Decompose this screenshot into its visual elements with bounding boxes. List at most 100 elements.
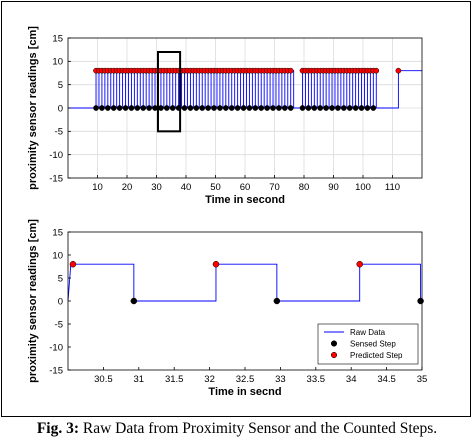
chart1-sensed-step-point: [335, 105, 341, 111]
chart1-sensed-step-point: [264, 105, 270, 111]
chart2-y-tick-label: -10: [49, 342, 63, 353]
chart2-sensed-step-point: [130, 297, 138, 305]
chart2-y-tick-label: -5: [55, 319, 63, 330]
chart2-y-tick-label: 15: [52, 227, 63, 238]
chart2-y-tick-label: 5: [58, 273, 63, 284]
chart1-sensed-step-point: [276, 105, 282, 111]
chart1-x-tick-label: 110: [385, 182, 400, 193]
chart1-sensed-step-point: [99, 105, 105, 111]
chart1-sensed-step-point: [93, 105, 99, 111]
chart1-predicted-step-point: [373, 67, 380, 74]
chart1-sensed-step-point: [252, 105, 259, 111]
chart1-x-tick-label: 10: [92, 182, 103, 193]
chart1-y-tick-label: 5: [58, 80, 63, 91]
chart2-x-tick-label: 32: [204, 374, 215, 385]
chart1-sensed-step-point: [352, 105, 359, 111]
chart1-sensed-step-point: [152, 105, 158, 111]
chart1-sensed-step-point: [370, 105, 377, 111]
chart1-y-tick-label: 10: [52, 57, 63, 68]
chart1-y-tick-label: -10: [49, 150, 63, 161]
caption-text: Raw Data from Proximity Sensor and the C…: [79, 420, 438, 437]
chart2-x-tick-label: 31.5: [165, 374, 184, 385]
chart2-predicted-step-point: [69, 260, 77, 268]
chart1-sensed-step-point: [329, 105, 335, 111]
chart2-legend-marker-swatch: [330, 340, 338, 347]
chart1-sensed-step-point: [358, 105, 365, 111]
chart2-y-tick-label: -15: [49, 365, 63, 376]
chart2-predicted-step-point: [356, 260, 363, 268]
chart1-sensed-step-point: [122, 105, 129, 111]
chart1-x-tick-label: 90: [328, 182, 339, 193]
chart1-sensed-step-point: [146, 105, 152, 111]
chart1-sensed-step-point: [211, 105, 217, 111]
chart1-sensed-step-point: [116, 105, 123, 111]
chart1-x-tick-label: 30: [151, 182, 162, 193]
chart2-legend-entry: Predicted Step: [350, 351, 403, 360]
chart1-sensed-step-point: [228, 105, 235, 111]
figure-caption: Fig. 3: Raw Data from Proximity Sensor a…: [0, 420, 474, 438]
chart1-sensed-step-point: [193, 105, 200, 111]
chart1-sensed-step-point: [181, 105, 188, 111]
chart2-x-tick-label: 33: [275, 374, 286, 385]
chart2-x-axis-label: Time in secnd: [208, 386, 281, 398]
chart2-y-tick-label: 10: [52, 250, 63, 261]
chart1-sensed-step-point: [187, 105, 194, 111]
chart2-x-tick-label: 33.5: [307, 374, 326, 385]
chart1-sensed-step-point: [134, 105, 141, 111]
chart1-sensed-step-point: [299, 105, 306, 111]
chart1-sensed-step-point: [317, 105, 324, 111]
figure-charts: 10 20 30 40 50 60 70 80 90 100 110-15-10-5051015Ti…: [27, 26, 428, 398]
chart1-sensed-step-point: [158, 105, 164, 111]
caption-label: Fig. 3:: [36, 420, 79, 437]
chart1-y-axis-label: proximity sensor readings [cm]: [27, 26, 39, 190]
chart1-sensed-step-point: [340, 105, 347, 111]
chart1-sensed-step-point: [217, 105, 223, 111]
chart1-sensed-step-point: [169, 105, 176, 111]
chart1-x-axis-label: Time in second: [205, 194, 285, 206]
chart2-sensed-step-point: [417, 297, 424, 305]
chart1-predicted-step-point: [395, 67, 402, 74]
chart1-x-tick-label: 70: [269, 182, 280, 193]
chart1-zoom-highlight-box: [156, 51, 182, 133]
chart1-sensed-step-point: [311, 105, 318, 111]
chart1-x-tick-label: 50: [210, 182, 221, 193]
chart1-x-tick-label: 100: [355, 182, 371, 193]
chart1-sensed-step-point: [234, 105, 241, 111]
chart1-x-tick-label: 20: [122, 182, 133, 193]
chart2-legend-marker-swatch: [330, 351, 338, 359]
chart1-sensed-step-point: [364, 105, 371, 111]
chart1-x-tick-label: 60: [240, 182, 251, 193]
chart1-sensed-step-point: [323, 105, 329, 111]
chart1-x-tick-label: 40: [181, 182, 192, 193]
figure-frame: [1, 1, 471, 417]
chart1-x-tick-label: 80: [299, 182, 310, 193]
chart1-sensed-step-point: [205, 105, 211, 111]
chart2-x-tick-label: 32.5: [236, 374, 255, 385]
chart1-sensed-step-point: [240, 105, 247, 111]
chart1-y-tick-label: -15: [49, 173, 63, 184]
chart1-sensed-step-point: [140, 105, 147, 111]
chart2-x-tick-label: 30.5: [94, 374, 113, 385]
chart1-sensed-step-point: [163, 105, 170, 111]
chart1-y-tick-label: 0: [58, 103, 63, 114]
chart1-sensed-step-point: [246, 105, 253, 111]
chart1-sensed-step-point: [346, 105, 353, 111]
chart2-x-tick-label: 34: [346, 374, 357, 385]
chart2-x-tick-label: 31: [134, 374, 145, 385]
chart2-x-tick-label: 35: [417, 374, 428, 385]
chart2-predicted-step-point: [212, 260, 220, 268]
chart2-y-tick-label: 0: [58, 296, 63, 307]
chart1-sensed-step-point: [287, 105, 294, 111]
chart1-y-tick-label: -5: [55, 127, 63, 138]
chart1-sensed-step-point: [270, 105, 276, 111]
chart2-legend-entry: Raw Data: [350, 328, 386, 337]
chart1-predicted-step-point: [287, 67, 294, 74]
chart1-sensed-step-point: [128, 105, 135, 111]
chart1-y-tick-label: 15: [52, 33, 63, 44]
chart1-sensed-step-point: [305, 105, 312, 111]
chart1-sensed-step-point: [281, 105, 288, 111]
chart1-sensed-step-point: [104, 105, 111, 111]
chart2-x-tick-label: 34.5: [377, 374, 396, 385]
chart1-sensed-step-point: [258, 105, 265, 111]
chart1-sensed-step-point: [199, 105, 206, 111]
